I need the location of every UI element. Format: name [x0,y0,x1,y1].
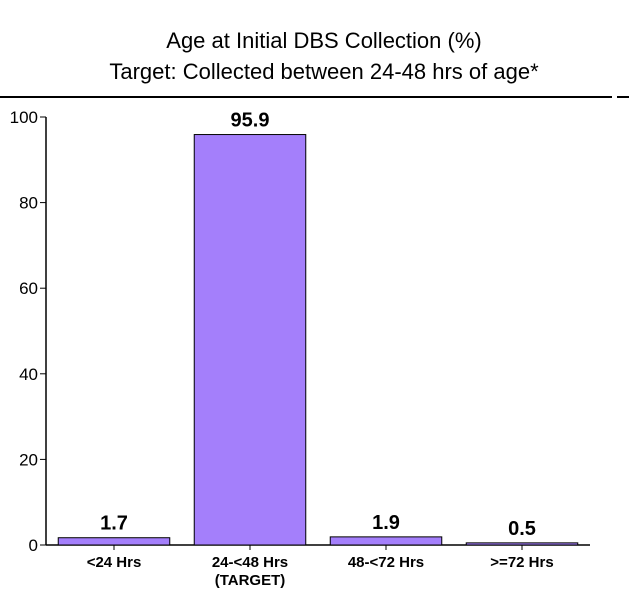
x-tick-label: 24-<48 Hrs [212,554,288,571]
y-tick-label: 40 [19,365,38,384]
y-tick-label: 80 [19,194,38,213]
data-label: 0.5 [508,518,536,540]
x-tick-label: 48-<72 Hrs [348,554,424,571]
data-label: 95.9 [231,110,270,132]
chart-title: Age at Initial DBS Collection (%) [166,28,481,53]
x-tick-label: <24 Hrs [87,554,142,571]
chart-subtitle: Target: Collected between 24-48 hrs of a… [109,59,539,84]
data-label: 1.7 [100,513,128,535]
y-tick-label: 0 [29,536,38,555]
bar [193,134,307,546]
plot-area: 0 20 40 60 80 100 1.7 <24 Hrs 95.9 24-<48 Hrs(TAR… [10,108,590,589]
bar [57,537,171,546]
data-label: 1.9 [372,512,400,534]
bar [465,542,579,546]
x-tick-label: (TARGET) [215,572,286,589]
y-tick-label: 60 [19,279,38,298]
y-tick-label: 20 [19,450,38,469]
bar [329,536,443,546]
y-tick-label: 100 [10,108,38,127]
x-tick-label: >=72 Hrs [490,554,553,571]
